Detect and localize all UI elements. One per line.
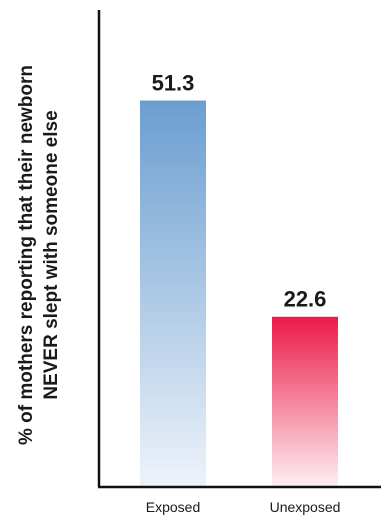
value-label-unexposed: 22.6 bbox=[284, 287, 327, 312]
category-label-unexposed: Unexposed bbox=[270, 499, 341, 515]
y-axis-label-line-1: % of mothers reporting that their newbor… bbox=[16, 65, 37, 445]
y-axis-label-line-2: NEVER slept with someone else bbox=[41, 110, 62, 399]
bar-unexposed bbox=[272, 316, 338, 487]
value-label-exposed: 51.3 bbox=[152, 71, 195, 96]
bar-exposed bbox=[140, 100, 206, 487]
category-label-exposed: Exposed bbox=[146, 499, 200, 515]
